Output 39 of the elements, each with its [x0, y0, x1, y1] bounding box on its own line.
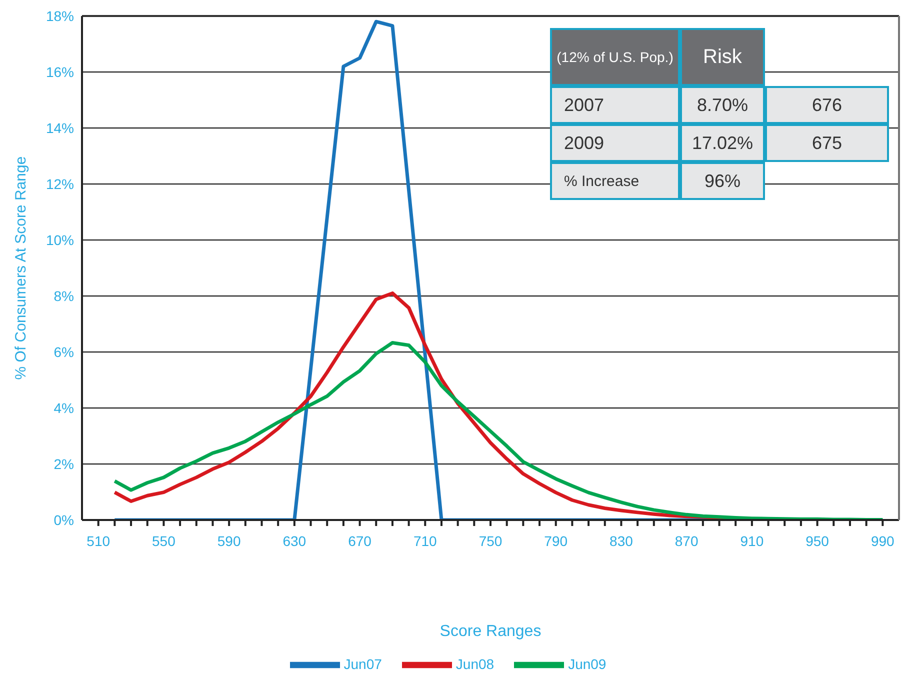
annotation: 675 [765, 124, 889, 162]
y-tick-label: 4% [54, 400, 74, 416]
x-tick-label: 510 [86, 532, 110, 549]
y-tick-label: 10% [46, 232, 74, 248]
x-tick-label: 670 [348, 532, 372, 549]
x-tick-label: 710 [413, 532, 438, 549]
x-tick-label: 870 [674, 532, 698, 549]
y-tick-label: 0% [54, 512, 74, 528]
legend-label: Jun09 [568, 656, 606, 672]
y-axis-title: % Of Consumers At Score Range [12, 156, 30, 380]
annotation: 17.02% [680, 124, 765, 162]
annotation: Risk [680, 28, 765, 86]
annotation: 96% [680, 162, 765, 200]
x-tick-label: 590 [217, 532, 241, 549]
annotation: 8.70% [680, 86, 765, 124]
x-tick-label: 750 [478, 532, 502, 549]
x-tick-label: 990 [870, 532, 895, 549]
annotation: % Increase [550, 162, 680, 200]
y-tick-label: 16% [46, 64, 74, 80]
x-tick-label: 630 [282, 532, 306, 549]
x-axis-title: Score Ranges [440, 623, 542, 640]
x-tick-label: 550 [152, 532, 176, 549]
y-tick-label: 18% [46, 8, 74, 24]
legend-label: Jun07 [344, 656, 382, 672]
annotation: 2007 [550, 86, 680, 124]
y-tick-label: 8% [54, 288, 74, 304]
y-tick-label: 12% [46, 176, 74, 192]
x-tick-label: 790 [544, 532, 568, 549]
line-series [112, 341, 884, 520]
y-tick-label: 14% [46, 120, 74, 136]
x-tick-label: 950 [806, 532, 830, 549]
annotation: 2009 [550, 124, 680, 162]
x-tick-label: 830 [610, 532, 634, 549]
annotation: 676 [765, 86, 889, 124]
y-tick-label: 2% [54, 456, 74, 472]
annotation: (12% of U.S. Pop.) [550, 28, 680, 86]
y-tick-label: 6% [54, 344, 74, 360]
legend-label: Jun08 [456, 656, 494, 672]
x-tick-label: 910 [740, 532, 764, 549]
